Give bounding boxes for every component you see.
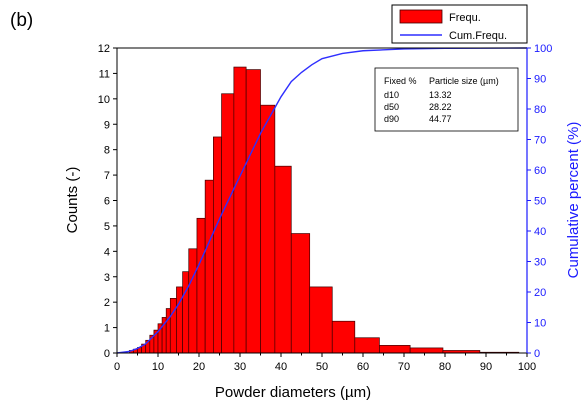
- frequency-bar-16: [213, 136, 222, 354]
- frequency-bar-10: [169, 298, 177, 354]
- frequency-bar-14: [196, 217, 206, 354]
- y-tick-label-1: 1: [104, 323, 110, 335]
- x-tick-label-40: 40: [275, 361, 287, 373]
- right-axis-ticks: 0 10 20 30 40 50 60 70 80 90 100: [527, 43, 552, 360]
- stats-d10-label: d10: [384, 90, 399, 100]
- frequency-bar-20: [260, 104, 276, 354]
- y2-tick-label-20: 20: [534, 287, 546, 299]
- y2-tick-label-100: 100: [534, 43, 552, 55]
- stats-d50-label: d50: [384, 102, 399, 112]
- y-tick-label-2: 2: [104, 297, 110, 309]
- x-tick-label-0: 0: [114, 361, 120, 373]
- frequency-bar-13: [188, 248, 198, 354]
- x-tick-label-30: 30: [234, 361, 246, 373]
- legend: Frequ. Cum.Frequ.: [391, 4, 528, 44]
- y2-tick-label-0: 0: [534, 348, 540, 360]
- legend-label-cumfrequ: Cum.Frequ.: [449, 30, 507, 42]
- frequency-bars: [128, 66, 520, 354]
- cumulative-line-group: [116, 47, 528, 354]
- y-tick-label-11: 11: [99, 68, 110, 80]
- y2-tick-label-60: 60: [534, 165, 546, 177]
- y2-tick-label-30: 30: [534, 257, 546, 269]
- frequency-bar-19: [245, 69, 261, 354]
- y-tick-label-8: 8: [104, 145, 110, 157]
- frequency-bar-21: [274, 165, 292, 354]
- y-tick-label-3: 3: [104, 272, 110, 284]
- stats-d50-value: 28.22: [429, 102, 452, 112]
- y2-tick-label-90: 90: [534, 74, 546, 86]
- y2-tick-label-40: 40: [534, 226, 546, 238]
- frequency-bar-26: [379, 345, 411, 354]
- stats-d10-value: 13.32: [429, 90, 452, 100]
- frequency-bar-24: [331, 320, 356, 354]
- stats-header-size: Particle size (µm): [429, 76, 499, 86]
- legend-bar-swatch: [399, 9, 443, 24]
- bottom-axis-ticks: 0 10 20 30 40 50 60 70 80 90 100: [114, 353, 536, 373]
- y-axis-title: Counts (-): [64, 167, 81, 234]
- y-tick-label-6: 6: [104, 196, 110, 208]
- y-tick-label-12: 12: [98, 43, 110, 55]
- frequency-bar-18: [233, 66, 247, 354]
- frequency-bar-27: [409, 347, 444, 354]
- x-tick-label-20: 20: [193, 361, 205, 373]
- frequency-bar-9: [165, 308, 171, 354]
- y-tick-label-7: 7: [104, 170, 110, 182]
- y2-axis-title: Cumulative percent (%): [565, 122, 582, 279]
- x-tick-label-70: 70: [398, 361, 410, 373]
- x-tick-label-80: 80: [439, 361, 451, 373]
- y-tick-label-9: 9: [104, 119, 110, 131]
- panel-label: (b): [10, 10, 33, 31]
- y-tick-label-4: 4: [104, 246, 110, 258]
- frequency-bar-17: [221, 93, 235, 354]
- x-tick-label-10: 10: [152, 361, 164, 373]
- x-axis-title: Powder diameters (µm): [215, 384, 371, 401]
- x-tick-label-60: 60: [357, 361, 369, 373]
- x-tick-label-100: 100: [518, 361, 536, 373]
- x-tick-label-90: 90: [480, 361, 492, 373]
- stats-box: Fixed % Particle size (µm) d10 13.32 d50…: [374, 67, 519, 132]
- frequency-bar-11: [176, 286, 183, 354]
- stats-d90-label: d90: [384, 114, 399, 124]
- y2-tick-label-80: 80: [534, 104, 546, 116]
- y-tick-label-0: 0: [104, 348, 110, 360]
- legend-label-frequ: Frequ.: [449, 12, 481, 24]
- cumulative-line: [116, 47, 528, 354]
- y-tick-label-5: 5: [104, 221, 110, 233]
- frequency-bar-25: [354, 337, 380, 354]
- y-tick-label-10: 10: [98, 94, 110, 106]
- y2-tick-label-50: 50: [534, 196, 546, 208]
- y2-tick-label-10: 10: [534, 318, 546, 330]
- frequency-bar-15: [204, 179, 214, 354]
- y2-tick-label-70: 70: [534, 135, 546, 147]
- x-tick-label-50: 50: [316, 361, 328, 373]
- frequency-bar-12: [182, 271, 190, 354]
- stats-header-fixed: Fixed %: [384, 76, 417, 86]
- frequency-bar-22: [290, 233, 311, 354]
- frequency-bar-23: [309, 286, 333, 354]
- stats-box-frame: [374, 67, 519, 132]
- stats-d90-value: 44.77: [429, 114, 452, 124]
